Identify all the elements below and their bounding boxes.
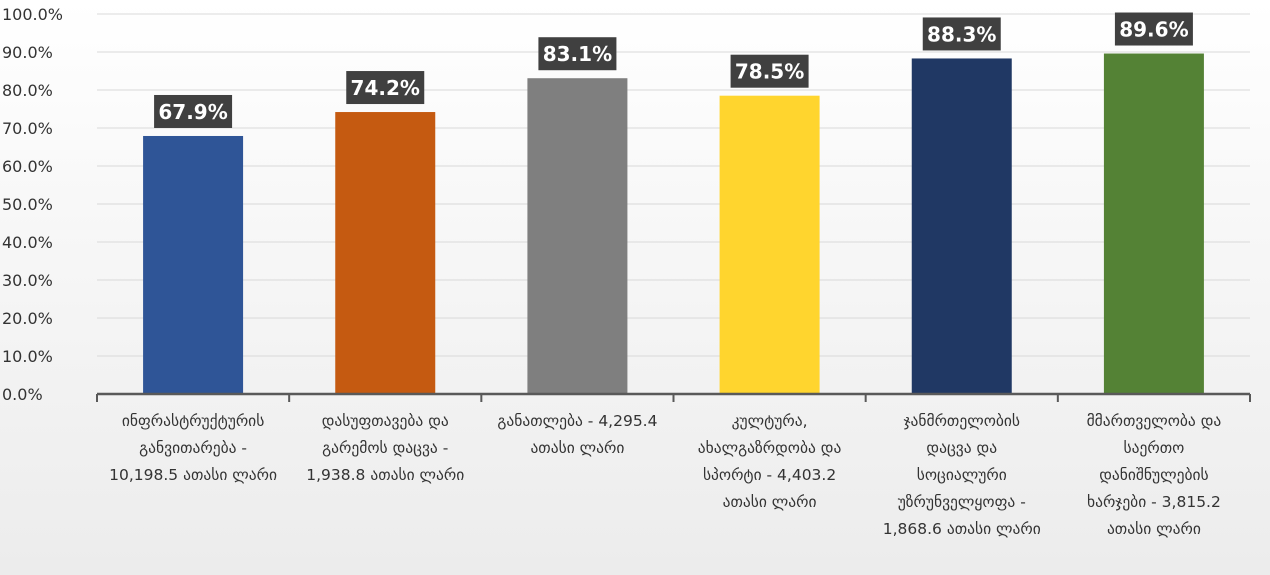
y-tick-label: 80.0% (2, 81, 53, 100)
data-label: 74.2% (351, 76, 420, 100)
bar (527, 78, 628, 394)
data-label: 89.6% (1119, 18, 1188, 42)
x-axis (96, 392, 1251, 402)
data-label: 83.1% (543, 42, 612, 66)
category-label-line: ათასი ლარი (723, 493, 817, 511)
bar (335, 112, 436, 394)
y-tick-label: 60.0% (2, 157, 53, 176)
category-label: კულტურა, ახალგაზრდობა და სპორტი - 4,403.2 ა… (698, 412, 842, 511)
bar (911, 58, 1012, 395)
data-label-box (154, 94, 233, 128)
data-labels: 67.9% 74.2% 83.1% 78.5% 88.3% 89.6% (154, 12, 1193, 128)
y-tick-label: 10.0% (2, 347, 53, 366)
category-label-line: გარემოს დაცვა - (322, 439, 448, 457)
category-label-line: განვითარება - (139, 439, 247, 457)
category-label-line: 1,938.8 ათასი ლარი (306, 466, 464, 484)
y-tick-label: 90.0% (2, 43, 53, 62)
data-label-box (730, 54, 809, 88)
category-label: ინფრასტრუქტურის განვითარება - 10,198.5 ათა… (109, 412, 277, 484)
y-tick-label: 30.0% (2, 271, 53, 290)
x-axis-category-labels: ინფრასტრუქტურის განვითარება - 10,198.5 ათა… (109, 412, 1221, 538)
data-label: 88.3% (927, 22, 996, 46)
y-tick-label: 40.0% (2, 233, 53, 252)
data-label-box (346, 71, 425, 105)
data-label-box (538, 37, 617, 71)
category-label-line: ათასი ლარი (1107, 520, 1201, 538)
y-tick-label: 50.0% (2, 195, 53, 214)
bar (719, 95, 820, 394)
category-label-line: უზრუნველყოფა - (898, 493, 1026, 511)
y-tick-label: 70.0% (2, 119, 53, 138)
category-label-line: ათასი ლარი (530, 439, 624, 457)
category-label-line: ინფრასტრუქტურის (122, 412, 264, 430)
data-label: 67.9% (158, 100, 227, 124)
category-label-line: მმართველობა და (1087, 412, 1222, 430)
category-label-line: ჯანმრთელობის (903, 412, 1020, 430)
category-label: განათლება - 4,295.4 ათასი ლარი (497, 412, 657, 457)
category-label-line: 1,868.6 ათასი ლარი (883, 520, 1041, 538)
category-label: დასუფთავება და გარემოს დაცვა - 1,938.8 ათა… (306, 412, 464, 484)
category-label: ჯანმრთელობის დაცვა და სოციალური უზრუნველყოფ… (883, 412, 1041, 538)
bar (143, 135, 244, 395)
data-label-box (1114, 12, 1193, 46)
data-label-box (922, 17, 1001, 51)
y-tick-label: 0.0% (2, 385, 43, 404)
bars (143, 53, 1204, 395)
y-axis-tick-labels: 0.0% 10.0% 20.0% 30.0% 40.0% 50.0% 60.0% 70.0% 8… (2, 5, 63, 404)
category-label-line: ხარჯები - 3,815.2 (1087, 493, 1221, 511)
y-tick-label: 100.0% (2, 5, 63, 24)
category-label-line: დასუფთავება და (322, 412, 449, 430)
category-label-line: დანიშნულების (1099, 466, 1208, 484)
category-label-line: დაცვა და (926, 439, 997, 457)
gridlines (97, 13, 1250, 357)
y-tick-label: 20.0% (2, 309, 53, 328)
category-label-line: განათლება - 4,295.4 (497, 412, 657, 430)
category-label: მმართველობა და საერთო დანიშნულების ხარჯები … (1087, 412, 1222, 538)
category-label-line: საერთო (1124, 439, 1185, 457)
data-label: 78.5% (735, 60, 804, 84)
category-label-line: ახალგაზრდობა და (698, 439, 842, 457)
category-label-line: კულტურა, (732, 412, 808, 430)
category-label-line: სოციალური (917, 466, 1007, 484)
bar (1103, 53, 1204, 395)
category-label-line: 10,198.5 ათასი ლარი (109, 466, 277, 484)
category-label-line: სპორტი - 4,403.2 (703, 466, 836, 484)
